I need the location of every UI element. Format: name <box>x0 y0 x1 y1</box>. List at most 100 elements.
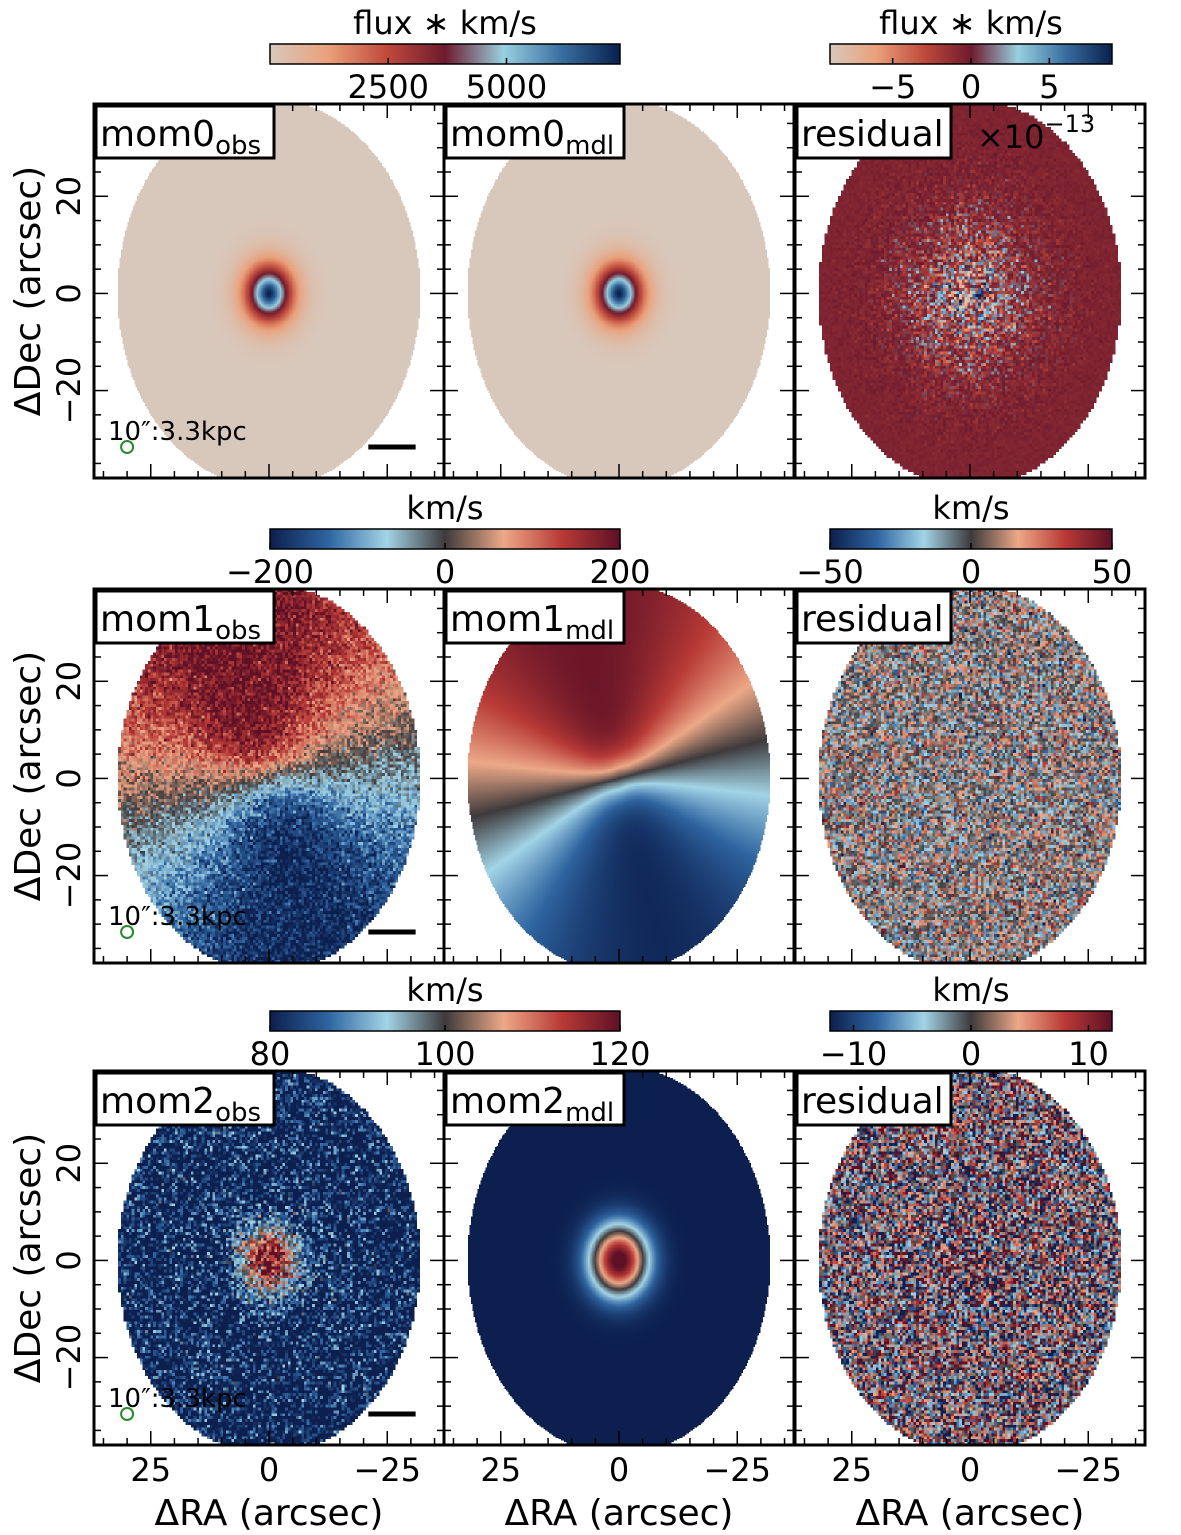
moment-map-image <box>94 104 444 478</box>
panel-mom1-mdl: mom1mdl <box>442 587 796 965</box>
colorbar-tick-label: 0 <box>961 68 981 106</box>
panel-frame <box>793 587 1147 965</box>
panel-mom0-res: residual ×10−13 <box>793 102 1147 480</box>
y-axis-label: ΔDec (arcsec) <box>8 166 49 416</box>
colorbar-tick-label: 0 <box>961 553 981 591</box>
colorbar-label: flux ∗ km/s <box>879 4 1063 42</box>
y-tick-label: −20 <box>50 357 88 425</box>
moment-map-image <box>444 1071 794 1445</box>
x-tick-label: 0 <box>259 1451 279 1489</box>
x-tick-label: −25 <box>1054 1451 1122 1489</box>
panel-label: mom0mdl <box>444 104 626 161</box>
x-axis-label: ΔRA (arcsec) <box>505 1493 734 1534</box>
y-tick-label: −20 <box>50 842 88 910</box>
panel-label: mom0obs <box>94 104 276 161</box>
colorbar-tick-label: 0 <box>961 1035 981 1073</box>
moment-map-image <box>444 589 794 963</box>
colorbar-tick-label: −200 <box>226 553 314 591</box>
colorbar-row1-left: km/s −200 0 200 <box>226 489 650 591</box>
beam-circle <box>120 440 135 454</box>
panel-label: residual <box>795 1071 953 1127</box>
scale-bar: 10″:3.3kpc <box>108 902 416 935</box>
moment-map-image <box>444 104 794 478</box>
scale-bar-label: 10″:3.3kpc <box>108 1384 247 1414</box>
panel-mom0-mdl: mom0mdl <box>442 102 796 480</box>
colorbar-row1-right: km/s −50 0 50 <box>796 489 1132 591</box>
colorbar-label: km/s <box>932 971 1009 1009</box>
moment-map-image <box>94 1071 444 1445</box>
offset-exponent-label: ×10−13 <box>977 110 1095 156</box>
y-tick-label: 20 <box>50 661 88 702</box>
panel-label: mom2obs <box>94 1071 276 1128</box>
colorbar-label: km/s <box>406 489 483 527</box>
moment-map-image <box>795 1071 1145 1445</box>
colorbar-tick-label: 5000 <box>466 68 547 106</box>
panel-label-text: mom0obs <box>100 114 261 161</box>
x-tick-label: 25 <box>831 1451 872 1489</box>
panel-frame <box>793 1069 1147 1447</box>
colorbar-tick-label: −5 <box>869 68 916 106</box>
x-tick-label: 25 <box>480 1451 521 1489</box>
colorbar-label: km/s <box>932 489 1009 527</box>
panel-label: mom2mdl <box>444 1071 626 1128</box>
panel-label-text: mom1obs <box>100 599 261 646</box>
colorbar-tick-label: 100 <box>414 1035 475 1073</box>
colorbar-tick-label: 50 <box>1092 553 1133 591</box>
colorbar-tick-label: 2500 <box>348 68 429 106</box>
panel-label-text: residual <box>801 1081 944 1122</box>
y-axis-label: ΔDec (arcsec) <box>8 1133 49 1383</box>
colorbar-gradient <box>269 43 621 65</box>
y-tick-label: −20 <box>50 1324 88 1392</box>
colorbar-row2-right: km/s −10 0 10 <box>820 971 1113 1073</box>
panel-label-text: residual <box>801 114 944 155</box>
panel-label-text: residual <box>801 599 944 640</box>
panel-label: mom1obs <box>94 589 276 646</box>
colorbar-row2-left: km/s 80 100 120 <box>250 971 651 1073</box>
colorbar-tick-label: −50 <box>796 553 864 591</box>
colorbar-tick-label: 0 <box>435 553 455 591</box>
y-tick-label: 0 <box>50 1250 88 1270</box>
y-tick-label: 20 <box>50 1143 88 1184</box>
panel-label-text: mom2obs <box>100 1081 261 1128</box>
panel-mom2-res: residual −25 0 25 ΔRA (arcsec) <box>793 1069 1147 1534</box>
x-tick-label: 0 <box>960 1451 980 1489</box>
colorbar-tick-label: 10 <box>1068 1035 1109 1073</box>
moment-map-image <box>795 104 1145 478</box>
panel-label: residual <box>795 104 953 160</box>
x-tick-label: 0 <box>609 1451 629 1489</box>
colorbar-label: km/s <box>406 971 483 1009</box>
panel-label-text: mom2mdl <box>450 1081 614 1128</box>
x-tick-label: −25 <box>703 1451 771 1489</box>
panel-label-text: mom1mdl <box>450 599 614 646</box>
colorbar-label: flux ∗ km/s <box>353 4 537 42</box>
colorbar-tick-label: 80 <box>250 1035 291 1073</box>
x-axis-label: ΔRA (arcsec) <box>856 1493 1085 1534</box>
panel-mom2-mdl: mom2mdl −25 0 25 ΔRA (arcsec) <box>442 1069 796 1534</box>
moment-map-image <box>94 589 444 963</box>
x-tick-label: −25 <box>353 1451 421 1489</box>
panel-frame <box>793 102 1147 480</box>
y-tick-label: 0 <box>50 283 88 303</box>
beam-circle <box>120 1407 135 1421</box>
colorbar-row0-right: flux ∗ km/s −5 0 5 <box>829 4 1113 106</box>
colorbar-tick-label: −10 <box>820 1035 888 1073</box>
panel-mom1-res: residual <box>793 587 1147 965</box>
colorbar-tick-label: 5 <box>1039 68 1059 106</box>
colorbar-row0-left: flux ∗ km/s 2500 5000 <box>269 4 621 106</box>
x-axis-label: ΔRA (arcsec) <box>155 1493 384 1534</box>
beam-circle <box>120 925 135 939</box>
scale-bar-label: 10″:3.3kpc <box>108 902 247 932</box>
panel-label: mom1mdl <box>444 589 626 646</box>
colorbar-tick-label: 120 <box>589 1035 650 1073</box>
scale-bar-label: 10″:3.3kpc <box>108 417 247 447</box>
panel-label-text: mom0mdl <box>450 114 614 161</box>
x-tick-label: 25 <box>130 1451 171 1489</box>
moment-map-image <box>795 589 1145 963</box>
y-axis-label: ΔDec (arcsec) <box>8 651 49 901</box>
panel-label: residual <box>795 589 953 645</box>
colorbar-tick-label: 200 <box>589 553 650 591</box>
